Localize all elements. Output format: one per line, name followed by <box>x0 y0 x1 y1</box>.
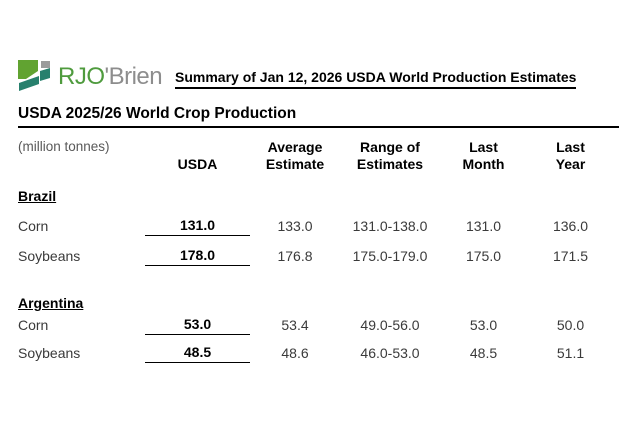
group-heading-argentina: Argentina <box>18 295 84 311</box>
table-row-argentina-corn: Corn 53.0 53.4 49.0-56.0 53.0 50.0 <box>18 315 619 335</box>
table-row-brazil-soybeans: Soybeans 178.0 176.8 175.0-179.0 175.0 1… <box>18 246 619 266</box>
units-note: (million tonnes) <box>18 139 110 154</box>
column-header-average-estimate: Average Estimate <box>265 139 325 172</box>
last-month-value: 131.0 <box>465 217 502 234</box>
group-heading-brazil: Brazil <box>18 188 57 204</box>
range-of-estimates-value: 46.0-53.0 <box>360 344 420 361</box>
usda-value: 131.0 <box>145 216 250 236</box>
table-row-brazil-corn: Corn 131.0 133.0 131.0-138.0 131.0 136.0 <box>18 216 619 236</box>
average-estimate-value: 133.0 <box>277 217 313 234</box>
average-estimate-value: 53.4 <box>281 316 309 333</box>
column-header-last-month: Last Month <box>462 139 505 172</box>
last-year-value: 51.1 <box>556 344 585 361</box>
report-header: RJO'Brien Summary of Jan 12, 2026 USDA W… <box>18 60 619 98</box>
range-of-estimates-value: 131.0-138.0 <box>352 217 428 234</box>
rjobrien-logo-icon <box>18 60 50 91</box>
section-title: USDA 2025/26 World Crop Production <box>18 105 619 128</box>
average-estimate-value: 176.8 <box>277 247 313 264</box>
column-header-range-of-estimates: Range of Estimates <box>356 139 424 172</box>
last-year-value: 171.5 <box>552 247 589 264</box>
column-header-last-year: Last Year <box>555 139 586 172</box>
rjobrien-logo: RJO'Brien <box>18 60 175 94</box>
range-of-estimates-value: 49.0-56.0 <box>360 316 420 333</box>
table-row-argentina-soybeans: Soybeans 48.5 48.6 46.0-53.0 48.5 51.1 <box>18 343 619 363</box>
last-month-value: 175.0 <box>465 247 502 264</box>
average-estimate-value: 48.6 <box>281 344 309 361</box>
commodity-label: Corn <box>18 316 49 333</box>
country-group-argentina: Argentina Corn 53.0 53.4 49.0-56.0 53.0 … <box>18 295 619 363</box>
rjobrien-logo-text: RJO'Brien <box>58 60 163 94</box>
column-header-usda: USDA <box>177 155 218 172</box>
usda-value: 178.0 <box>145 246 250 266</box>
commodity-label: Soybeans <box>18 344 81 361</box>
usda-value: 53.0 <box>145 315 250 335</box>
logo-text-rjo: RJO <box>58 63 105 90</box>
last-year-value: 136.0 <box>552 217 589 234</box>
logo-text-brien: 'Brien <box>104 63 163 90</box>
country-group-brazil: Brazil Corn 131.0 133.0 131.0-138.0 131.… <box>18 188 619 266</box>
range-of-estimates-value: 175.0-179.0 <box>352 247 428 264</box>
last-year-value: 50.0 <box>556 316 585 333</box>
usda-value: 48.5 <box>145 343 250 363</box>
commodity-label: Corn <box>18 217 49 234</box>
last-month-value: 48.5 <box>469 344 498 361</box>
last-month-value: 53.0 <box>469 316 498 333</box>
commodity-label: Soybeans <box>18 247 81 264</box>
table-header-row: (million tonnes) USDA Average Estimate R… <box>18 139 619 172</box>
report-title: Summary of Jan 12, 2026 USDA World Produ… <box>175 69 577 89</box>
